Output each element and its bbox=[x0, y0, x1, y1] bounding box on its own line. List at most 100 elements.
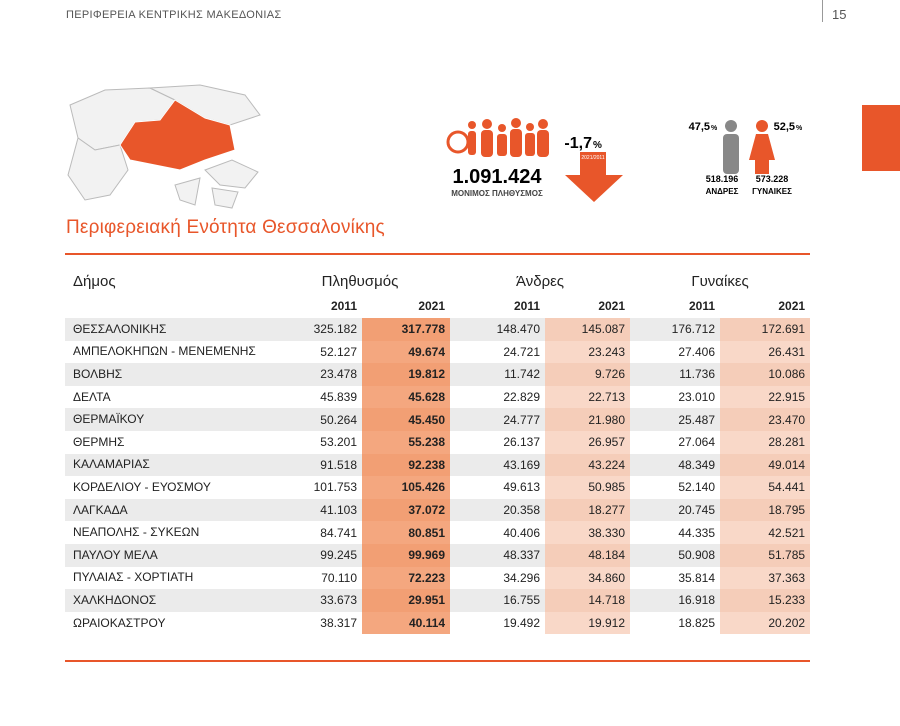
man-icon bbox=[723, 134, 739, 174]
value-cell: 54.441 bbox=[720, 476, 811, 499]
value-cell: 50.264 bbox=[270, 408, 362, 431]
value-cell: 18.795 bbox=[720, 498, 811, 522]
municipality: ΠΥΛΑΙΑΣ - ΧΟΡΤΙΑΤΗ bbox=[73, 570, 194, 585]
value-cell: 23.470 bbox=[720, 408, 811, 431]
municipality: ΠΑΥΛΟΥ ΜΕΛΑ bbox=[65, 543, 270, 567]
women-count: 573.228 bbox=[756, 174, 789, 184]
value-cell: 20.202 bbox=[720, 611, 811, 635]
value-cell: 38.317 bbox=[320, 616, 357, 631]
value-cell: 50.908 bbox=[630, 543, 721, 567]
value-cell: 148.470 bbox=[450, 318, 546, 341]
value-cell: 101.753 bbox=[313, 480, 357, 495]
value-cell: 24.777 bbox=[450, 408, 546, 431]
value-cell: 55.238 bbox=[362, 430, 451, 454]
value-cell: 16.755 bbox=[450, 589, 546, 612]
year-cell: 2021 bbox=[418, 299, 446, 313]
share-unit: % bbox=[796, 125, 803, 132]
women-share: 52,5 bbox=[774, 121, 795, 133]
value-cell: 99.245 bbox=[270, 543, 362, 567]
value-cell: 19.492 bbox=[503, 616, 541, 631]
value-cell: 20.358 bbox=[450, 498, 546, 522]
value-cell: 70.110 bbox=[321, 570, 357, 585]
value-cell: 22.829 bbox=[503, 390, 541, 405]
value-cell: 11.742 bbox=[450, 363, 546, 386]
value-cell: 37.072 bbox=[362, 498, 451, 522]
divider bbox=[822, 0, 823, 22]
year-cell: 2021 bbox=[598, 299, 626, 313]
change: -1,7 bbox=[564, 135, 592, 152]
table-row: ΝΕΑΠΟΛΗΣ - ΣΥΚΕΩΝ 84.741 80.851 40.406 38.33… bbox=[65, 521, 811, 544]
value-cell: 22.713 bbox=[545, 385, 631, 409]
value-cell: 49.674 bbox=[362, 340, 451, 364]
value-cell: 23.478 bbox=[270, 363, 362, 386]
map bbox=[67, 84, 261, 209]
woman-icon bbox=[756, 120, 768, 132]
value-cell: 24.721 bbox=[503, 344, 541, 359]
value-cell: 23.243 bbox=[545, 340, 631, 364]
municipality: ΘΕΡΜΑΪΚΟΥ bbox=[65, 408, 270, 431]
table-row: ΘΕΡΜΗΣ 53.201 55.238 26.137 26.957 27.064 28.2… bbox=[65, 430, 811, 454]
page-number: 15 bbox=[832, 7, 847, 22]
share-unit: % bbox=[711, 125, 718, 132]
value-cell: 40.406 bbox=[503, 525, 541, 540]
value-cell: 176.712 bbox=[630, 318, 721, 341]
value-cell: 10.086 bbox=[720, 363, 811, 386]
value-cell: 29.951 bbox=[362, 589, 451, 612]
table-row: ΠΥΛΑΙΑΣ - ΧΟΡΤΙΑΤΗ 70.110 72.223 34.296 34.8… bbox=[65, 566, 811, 590]
municipality: ΔΕΛΤΑ bbox=[73, 389, 111, 404]
header-cell: Γυναίκες bbox=[691, 272, 749, 290]
down-arrow bbox=[565, 152, 623, 202]
value-cell: 172.691 bbox=[720, 318, 811, 341]
year-cell: 2011 bbox=[330, 299, 357, 313]
value-cell: 50.985 bbox=[545, 476, 631, 499]
value-cell: 11.736 bbox=[630, 363, 721, 386]
municipality: ΘΕΡΜΗΣ bbox=[73, 434, 125, 449]
value-cell: 48.184 bbox=[545, 543, 631, 567]
value-cell: 49.014 bbox=[720, 453, 811, 477]
population-icons bbox=[446, 118, 549, 157]
value-cell: 23.010 bbox=[678, 390, 716, 405]
value-cell: 21.980 bbox=[545, 408, 631, 431]
value-cell: 19.912 bbox=[545, 611, 631, 635]
table-row: ΘΕΣΣΑΛΟΝΙΚΗΣ 325.182 317.778 148.470 145.087… bbox=[65, 318, 811, 341]
table-row: ΩΡΑΙΟΚΑΣΤΡΟΥ 38.317 40.114 19.492 19.912 18.8… bbox=[65, 611, 811, 635]
men-count: 518.196 bbox=[706, 174, 739, 184]
value-cell: 15.233 bbox=[720, 589, 811, 612]
table-row: ΔΕΛΤΑ 45.839 45.628 22.829 22.713 23.010 22.91… bbox=[65, 385, 811, 409]
group-header-row: Δήμος Πληθυσμός Άνδρες Γυναίκες bbox=[65, 268, 810, 294]
population-table: Δήμος Πληθυσμός Άνδρες Γυναίκες 2011 2021 2011… bbox=[65, 268, 811, 635]
value-cell: 84.741 bbox=[320, 525, 357, 540]
population: 1.091.424 bbox=[453, 166, 543, 188]
value-cell: 27.064 bbox=[678, 435, 716, 450]
infographic: 1.091.424 ΜΟΝΙΜΟΣ ΠΛΗΘΥΣΜΟΣ -1,7 % 2021/… bbox=[67, 84, 803, 209]
value-cell: 19.812 bbox=[362, 363, 451, 386]
year-cell: 2011 bbox=[513, 299, 541, 313]
municipality: ΒΟΛΒΗΣ bbox=[65, 363, 270, 386]
value-cell: 45.839 bbox=[320, 390, 357, 405]
municipality: ΛΑΓΚΑΔΑ bbox=[65, 498, 270, 522]
value-cell: 48.337 bbox=[450, 543, 546, 567]
municipality: ΝΕΑΠΟΛΗΣ - ΣΥΚΕΩΝ bbox=[73, 525, 200, 540]
side-tab bbox=[862, 105, 900, 171]
change-period: 2021/2011 bbox=[581, 155, 604, 161]
table-row: ΚΑΛΑΜΑΡΙΑΣ 91.518 92.238 43.169 43.224 48.349… bbox=[65, 453, 811, 477]
men-share: 47,5 bbox=[689, 121, 710, 133]
value-cell: 43.169 bbox=[450, 453, 546, 477]
value-cell: 51.785 bbox=[720, 543, 811, 567]
year-row: 2011 2021 2011 2021 2011 2021 bbox=[65, 294, 810, 318]
value-cell: 26.137 bbox=[503, 435, 541, 450]
value-cell: 18.277 bbox=[545, 498, 631, 522]
value-cell: 41.103 bbox=[270, 498, 362, 522]
table-row: ΑΜΠΕΛΟΚΗΠΩΝ - ΜΕΝΕΜΕΝΗΣ 52.127 49.674 24.72… bbox=[65, 340, 811, 364]
header-cell: Δήμος bbox=[73, 272, 116, 290]
value-cell: 38.330 bbox=[545, 521, 631, 544]
table-row: ΠΑΥΛΟΥ ΜΕΛΑ 99.245 99.969 48.337 48.184 50.90… bbox=[65, 543, 811, 567]
man-icon bbox=[725, 120, 737, 132]
header-cell: Πληθυσμός bbox=[321, 272, 399, 290]
header-cell: Άνδρες bbox=[516, 272, 565, 290]
value-cell: 27.406 bbox=[678, 344, 716, 359]
value-cell: 20.745 bbox=[630, 498, 721, 522]
value-cell: 34.296 bbox=[503, 570, 541, 585]
value-cell: 45.628 bbox=[362, 385, 451, 409]
value-cell: 99.969 bbox=[362, 543, 451, 567]
